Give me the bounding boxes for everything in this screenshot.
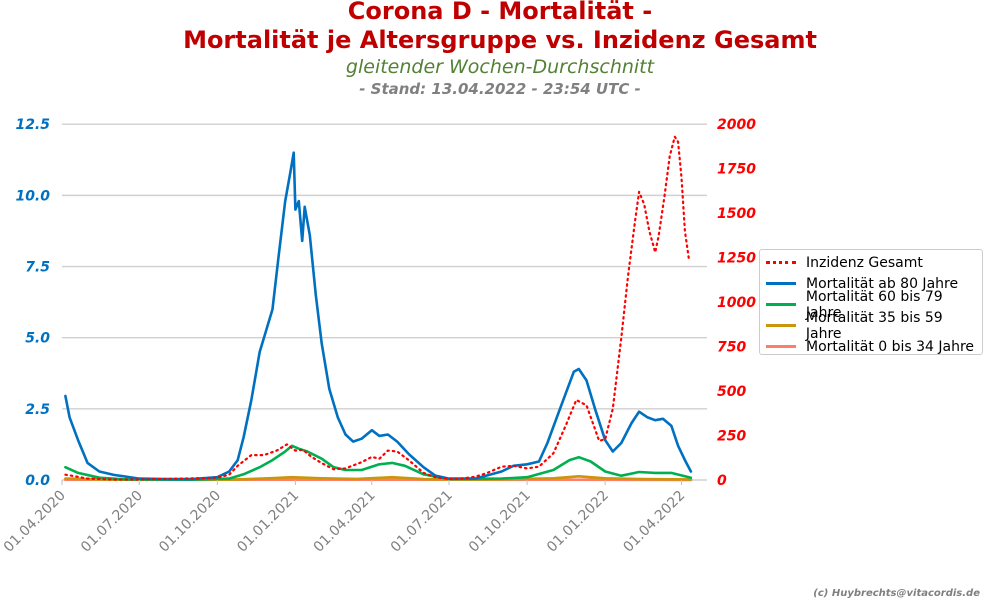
y-left-tick-label: 5.0 — [25, 331, 50, 347]
gridlines — [62, 123, 707, 481]
chart-title-line1: Corona D - Mortalität - — [347, 0, 653, 25]
chart-timestamp: - Stand: 13.04.2022 - 23:54 UTC - — [359, 80, 641, 98]
legend-swatch — [766, 324, 796, 327]
series-layer — [64, 135, 693, 482]
legend-swatch — [766, 282, 796, 285]
chart-subtitle: gleitender Wochen-Durchschnitt — [345, 56, 655, 78]
legend-label: Mortalität 35 bis 59 Jahre — [805, 309, 943, 342]
x-tick-label: 01.04.2022 — [620, 488, 688, 556]
y-right-tick-label: 1750 — [717, 162, 756, 178]
y-right-tick-label: 2000 — [717, 117, 756, 133]
legend-label: Mortalität 60 bis 79 Jahre — [805, 288, 943, 321]
series-line-inzidenz-gesamt — [64, 135, 691, 481]
y-left-tick-label: 12.5 — [15, 117, 50, 133]
y-right-tick-label: 500 — [717, 384, 746, 400]
y-right-tick-label: 750 — [717, 340, 746, 356]
y-left-tick-label: 0.0 — [25, 473, 50, 489]
y-right-tick-label: 1000 — [717, 295, 756, 311]
legend-swatch — [766, 261, 796, 264]
x-tick-label: 01.10.2020 — [156, 488, 224, 556]
axes: 0.0 2.5 5.0 7.5 10.0 12.5 0 250 500 750 1000 1250 15… — [1, 117, 756, 555]
legend-swatch — [766, 345, 796, 348]
series-line-mortalit-t-35-bis-59-jahre — [64, 475, 693, 481]
legend-item: Mortalität 60 bis 79 Jahre — [760, 289, 982, 321]
legend-item: Mortalität ab 80 Jahre — [760, 273, 982, 294]
legend-label: Inzidenz Gesamt — [806, 254, 923, 271]
x-tick-label: 01.04.2021 — [311, 488, 379, 556]
x-tick-label: 01.04.2020 — [1, 488, 69, 556]
x-tick-label: 01.10.2021 — [466, 488, 534, 556]
legend-label: Mortalität 0 bis 34 Jahre — [806, 338, 975, 355]
legend: Inzidenz Gesamt Mortalität ab 80 Jahre Mor… — [759, 249, 983, 355]
legend-item: Mortalität 0 bis 34 Jahre — [760, 336, 982, 357]
series-line-mortalit-t-60-bis-79-jahre — [64, 444, 693, 481]
legend-item: Inzidenz Gesamt — [760, 252, 982, 273]
legend-swatch — [766, 303, 796, 306]
legend-item: Mortalität 35 bis 59 Jahre — [760, 310, 982, 342]
copyright: (c) Huybrechts@vitacordis.de — [813, 588, 980, 599]
y-left-tick-label: 7.5 — [25, 260, 50, 276]
y-right-tick-label: 1500 — [717, 206, 756, 222]
y-right-tick-label: 250 — [717, 429, 746, 445]
x-tick-label: 01.01.2021 — [234, 488, 302, 556]
x-tick-label: 01.07.2021 — [388, 488, 456, 556]
legend-label: Mortalität ab 80 Jahre — [806, 275, 959, 292]
series-line-mortalit-t-ab-80-jahre — [64, 151, 693, 481]
x-tick-label: 01.07.2020 — [78, 488, 146, 556]
y-left-tick-label: 2.5 — [25, 402, 50, 418]
chart-title-line2: Mortalität je Altersgruppe vs. Inzidenz … — [183, 26, 817, 54]
y-right-tick-label: 1250 — [717, 251, 756, 267]
y-right-tick-label: 0 — [717, 473, 727, 489]
x-tick-label: 01.01.2022 — [544, 488, 612, 556]
y-left-tick-label: 10.0 — [15, 188, 50, 204]
